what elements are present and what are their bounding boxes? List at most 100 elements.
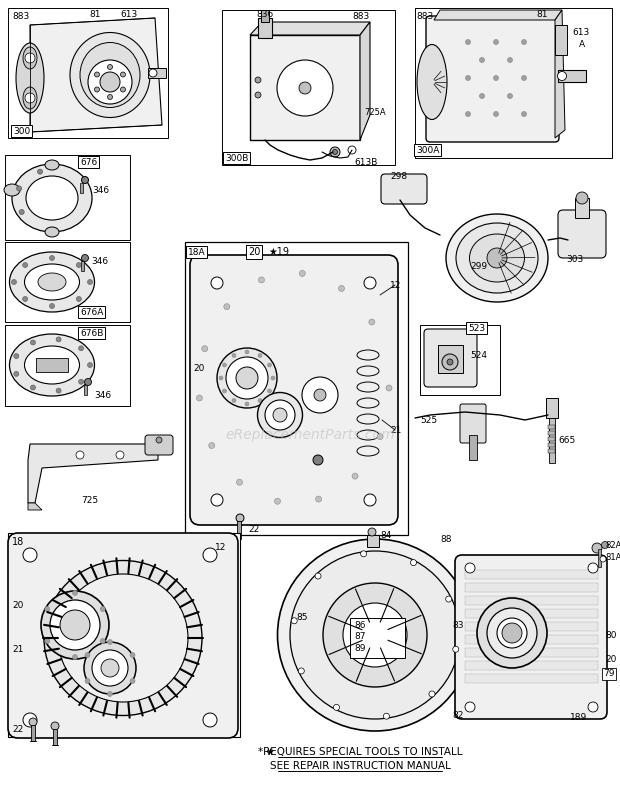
Circle shape [453,646,459,653]
Ellipse shape [477,598,547,668]
Text: 18: 18 [12,537,24,547]
Circle shape [224,304,230,310]
Polygon shape [30,18,162,132]
Bar [465,596,598,605]
Circle shape [313,455,323,465]
Text: 676: 676 [80,158,97,166]
Circle shape [120,87,125,92]
Circle shape [255,77,261,83]
Ellipse shape [26,176,78,220]
FancyBboxPatch shape [145,435,173,455]
Circle shape [76,297,81,301]
Circle shape [17,186,22,191]
Circle shape [56,388,61,393]
Circle shape [479,58,484,62]
Bar [222,10,395,165]
Text: SEE REPAIR INSTRUCTION MANUAL: SEE REPAIR INSTRUCTION MANUAL [270,761,451,771]
Bar [415,8,612,158]
Circle shape [209,443,215,448]
Bar [81,261,84,271]
Circle shape [81,177,89,184]
Circle shape [410,559,417,566]
Bar [5,242,130,322]
Circle shape [76,451,84,459]
Circle shape [107,640,112,645]
Text: 84: 84 [380,530,391,540]
Bar [8,8,168,138]
Circle shape [84,379,92,386]
Circle shape [236,479,242,485]
Ellipse shape [80,43,140,107]
Polygon shape [28,444,158,503]
Circle shape [364,494,376,506]
Ellipse shape [45,227,59,237]
Circle shape [236,514,244,522]
Circle shape [494,39,498,44]
Text: 346: 346 [94,391,111,399]
Bar [558,70,586,82]
Circle shape [442,354,458,370]
Ellipse shape [226,357,268,399]
Ellipse shape [265,400,295,430]
Circle shape [79,346,84,351]
Circle shape [50,256,55,260]
Circle shape [232,353,236,357]
Bar [548,431,555,435]
Text: 20: 20 [193,364,205,372]
Text: 12: 12 [390,281,401,290]
Bar [465,583,598,592]
Ellipse shape [446,214,548,302]
Text: 676B: 676B [80,328,104,338]
Ellipse shape [84,642,136,694]
Circle shape [298,668,304,674]
Circle shape [14,353,19,359]
Text: 613: 613 [572,28,589,37]
Circle shape [79,380,84,384]
Ellipse shape [417,44,447,119]
Polygon shape [250,22,370,35]
Text: 89: 89 [354,644,366,653]
Circle shape [211,494,223,506]
Ellipse shape [44,560,202,716]
Bar [350,618,405,658]
Ellipse shape [4,184,20,196]
Ellipse shape [101,659,119,677]
Bar [465,674,598,683]
Circle shape [223,363,226,367]
Circle shape [466,39,471,44]
Text: 665: 665 [558,436,575,444]
Ellipse shape [23,87,37,109]
Ellipse shape [9,334,94,396]
Circle shape [29,718,37,726]
Text: 883: 883 [352,12,370,21]
Circle shape [94,87,99,92]
Circle shape [156,437,162,443]
Circle shape [446,596,452,602]
Text: 18A: 18A [188,248,206,256]
Circle shape [447,359,453,365]
Text: 525: 525 [420,416,437,424]
Text: 20: 20 [248,247,260,257]
Circle shape [51,722,59,730]
Bar [5,155,130,240]
Circle shape [23,713,37,727]
Text: 87: 87 [354,632,366,641]
Bar [185,242,408,535]
Circle shape [592,543,602,553]
Circle shape [223,389,226,393]
Circle shape [85,653,90,657]
Ellipse shape [16,43,44,113]
Bar [84,385,87,395]
Circle shape [258,398,262,402]
Ellipse shape [25,264,79,300]
Ellipse shape [9,252,94,312]
Bar [148,68,166,78]
Bar [549,418,555,463]
Circle shape [299,271,305,276]
Bar [465,570,598,579]
Text: 676A: 676A [80,308,104,316]
FancyBboxPatch shape [190,255,398,525]
Bar [250,35,360,140]
Circle shape [277,60,333,116]
Text: 725: 725 [81,495,99,504]
